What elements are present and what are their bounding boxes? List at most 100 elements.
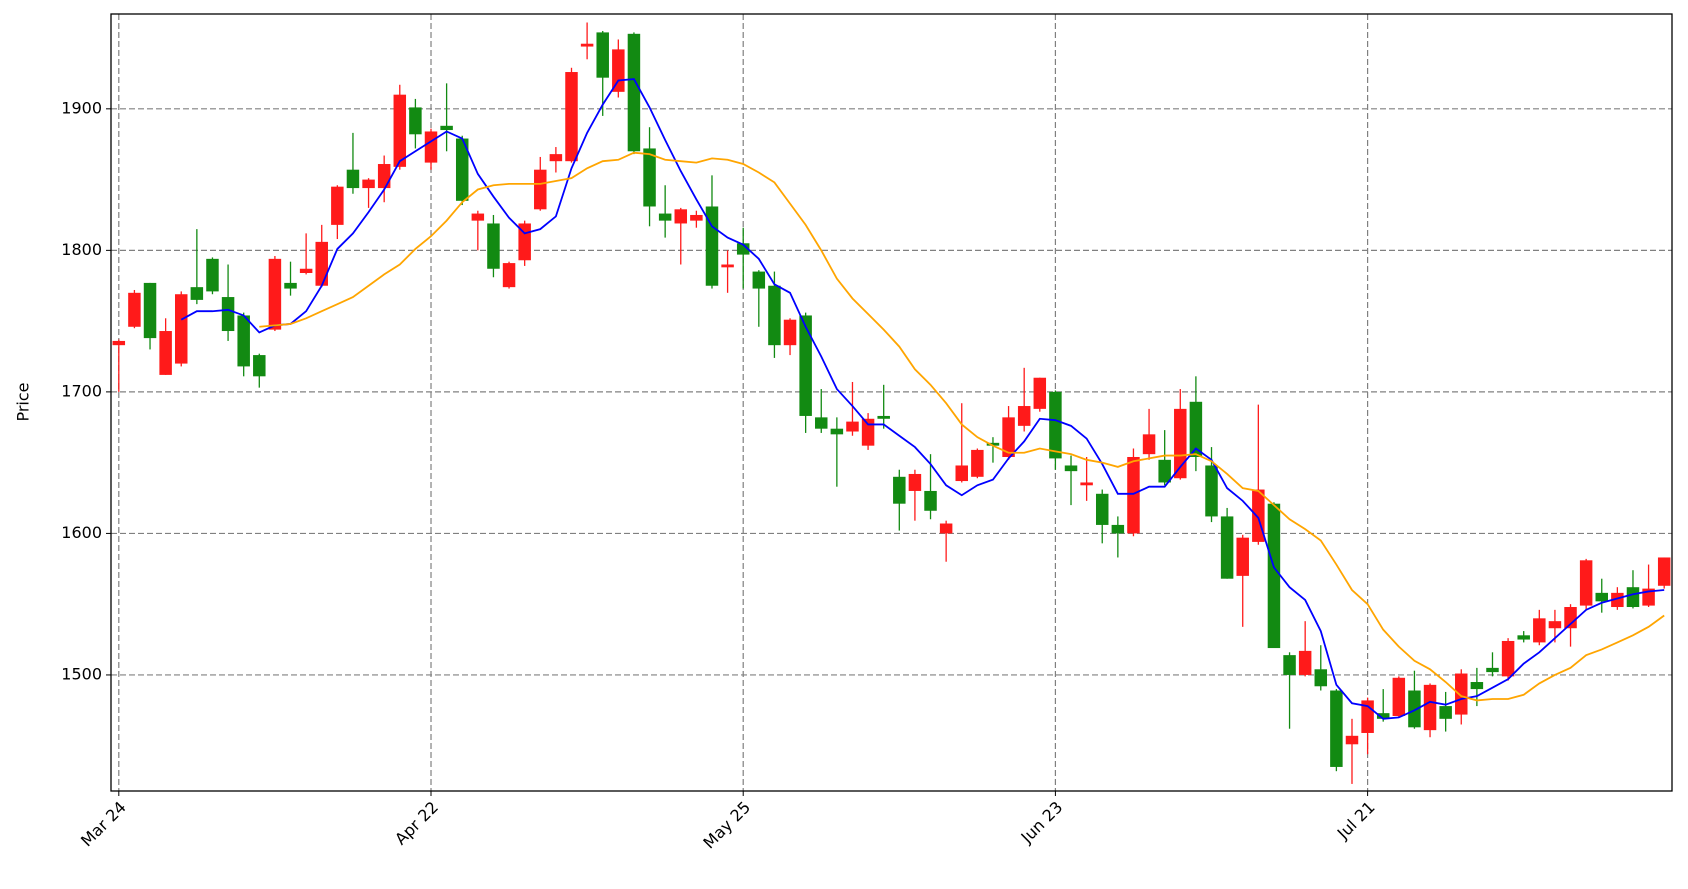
- candle-body: [939, 523, 953, 534]
- candle-body: [112, 340, 126, 346]
- candle-body: [1330, 690, 1343, 767]
- candle-body: [206, 258, 219, 292]
- candle-body: [893, 476, 906, 504]
- candle-body: [658, 213, 672, 221]
- candle-body: [861, 418, 875, 446]
- candle-body: [752, 271, 766, 289]
- candle-body: [331, 186, 344, 225]
- candle-body: [815, 417, 828, 429]
- candle-body: [362, 179, 375, 189]
- candle-body: [1517, 635, 1530, 640]
- candle-body: [1501, 640, 1515, 677]
- candle-body: [799, 315, 812, 416]
- moving-average-line: [180, 78, 1665, 720]
- candle-body: [284, 282, 297, 289]
- candle-body: [1392, 677, 1406, 716]
- candle-body: [1626, 587, 1640, 608]
- candle-body: [1064, 465, 1078, 472]
- candle-body: [1314, 669, 1328, 687]
- candle-body: [159, 331, 172, 375]
- candle-body: [690, 214, 703, 221]
- candle-body: [1595, 592, 1608, 602]
- candle-body: [253, 355, 266, 377]
- candle-body: [736, 243, 750, 255]
- moving-average-line: [259, 151, 1665, 702]
- candle-body: [877, 415, 890, 419]
- candle-body: [627, 33, 641, 152]
- candle-body: [1017, 406, 1031, 426]
- candle-body: [143, 282, 157, 339]
- candle-body: [424, 131, 438, 163]
- plot-frame: [110, 13, 1673, 792]
- candle-body: [1049, 391, 1062, 459]
- candle-body: [471, 213, 485, 221]
- candle-body: [1267, 503, 1281, 649]
- x-tick-label: Jul 21: [1333, 798, 1379, 844]
- candle-body: [487, 223, 500, 269]
- candle-body: [1080, 482, 1093, 486]
- candle-body: [783, 319, 797, 346]
- y-tick-label: 1700: [61, 381, 102, 400]
- candle-body: [268, 258, 282, 330]
- candle-body: [502, 263, 516, 288]
- candle-body: [409, 107, 422, 135]
- candle-body: [1564, 607, 1577, 629]
- candle-body: [237, 315, 250, 367]
- candle-body: [1158, 459, 1171, 483]
- candle-body: [346, 169, 360, 189]
- candle-body: [986, 442, 1000, 446]
- candle-body: [1345, 735, 1359, 745]
- candle-body: [1111, 524, 1125, 534]
- candle-body: [1486, 667, 1499, 673]
- candle-body: [1548, 621, 1562, 629]
- candle-body: [1657, 557, 1671, 586]
- candle-body: [612, 49, 625, 92]
- candle-body: [1142, 434, 1156, 455]
- candle-body: [128, 292, 141, 327]
- candle-body: [924, 490, 937, 511]
- candle-body: [315, 241, 328, 286]
- candle-body: [377, 164, 391, 189]
- candle-body: [1470, 682, 1484, 690]
- x-tick-label: Mar 24: [77, 798, 130, 851]
- candle-body: [1611, 592, 1624, 608]
- candle-body: [175, 294, 188, 364]
- candle-body: [299, 268, 313, 273]
- candle-body: [1189, 401, 1203, 457]
- candle-body: [768, 285, 781, 346]
- candle-body: [565, 72, 578, 162]
- y-tick-label: 1800: [61, 240, 102, 259]
- candle-body: [1205, 465, 1218, 517]
- y-tick-label: 1900: [61, 98, 102, 117]
- candle-body: [830, 428, 844, 435]
- candle-body: [221, 297, 235, 332]
- candle-body: [971, 449, 984, 477]
- candle-body: [643, 148, 656, 207]
- candle-body: [1095, 493, 1109, 525]
- candle-body: [674, 209, 688, 224]
- candle-body: [190, 287, 204, 300]
- candle-body: [1533, 618, 1546, 643]
- candle-body: [955, 465, 968, 482]
- x-tick-label: Apr 22: [391, 798, 442, 849]
- candle-body: [1236, 537, 1249, 576]
- candle-body: [580, 43, 594, 47]
- candle-body: [393, 94, 407, 167]
- candle-body: [1220, 516, 1234, 579]
- candle-body: [455, 138, 469, 201]
- candle-body: [1579, 560, 1593, 606]
- candle-body: [1033, 377, 1047, 409]
- candle-body: [908, 473, 922, 491]
- candle-body: [1283, 655, 1296, 675]
- candle-body: [705, 206, 719, 286]
- candle-body: [1423, 684, 1437, 731]
- x-tick-label: May 25: [699, 798, 754, 853]
- candle-body: [1002, 417, 1015, 457]
- candle-body: [1127, 456, 1140, 534]
- candle-body: [534, 169, 547, 210]
- candle-body: [1174, 408, 1187, 479]
- candle-body: [440, 125, 453, 131]
- candle-body: [1439, 706, 1452, 719]
- y-tick-label: 1500: [61, 664, 102, 683]
